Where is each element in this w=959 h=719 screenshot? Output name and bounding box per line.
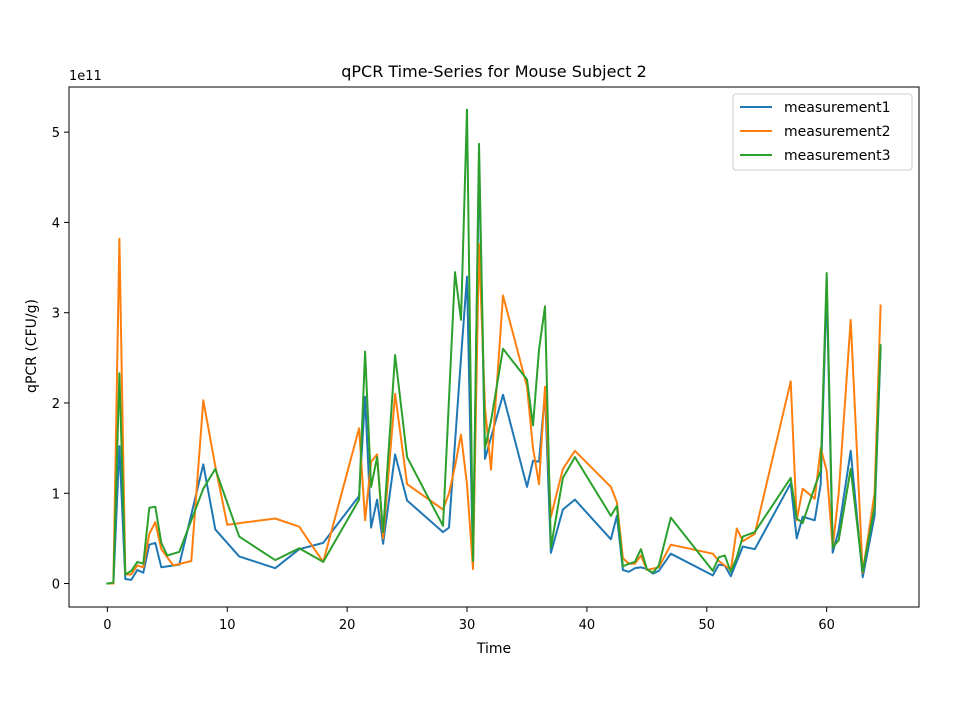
legend-label-measurement3: measurement3 (784, 148, 891, 164)
y-tick-label: 1 (52, 487, 60, 502)
legend: measurement1 measurement2 measurement3 (732, 93, 913, 171)
series-lines (106, 108, 882, 585)
x-tick-label: 50 (699, 618, 716, 633)
x-tick-label: 30 (459, 618, 476, 633)
x-axis-ticks: 0 10 20 30 40 50 60 (103, 607, 835, 633)
x-tick-label: 10 (219, 618, 236, 633)
y-axis-label: qPCR (CFU/g) (24, 299, 40, 393)
y-axis-ticks: 0 1 2 3 4 5 (52, 126, 69, 593)
y-tick-label: 0 (52, 578, 60, 593)
x-tick-label: 20 (339, 618, 356, 633)
legend-label-measurement2: measurement2 (784, 124, 891, 140)
series-line-measurement3 (106, 108, 882, 585)
chart-title: qPCR Time-Series for Mouse Subject 2 (341, 62, 647, 81)
y-tick-label: 5 (52, 126, 60, 141)
x-tick-label: 0 (103, 618, 111, 633)
legend-box (732, 93, 913, 171)
legend-label-measurement1: measurement1 (784, 100, 891, 116)
x-tick-label: 60 (818, 618, 835, 633)
y-offset-text: 1e11 (69, 69, 102, 84)
plot-frame (68, 86, 920, 608)
series-line-measurement1 (106, 158, 882, 585)
x-tick-label: 40 (579, 618, 596, 633)
y-tick-label: 3 (52, 307, 60, 322)
y-tick-label: 2 (52, 397, 60, 412)
x-axis-label: Time (476, 641, 511, 657)
y-tick-label: 4 (52, 216, 60, 231)
